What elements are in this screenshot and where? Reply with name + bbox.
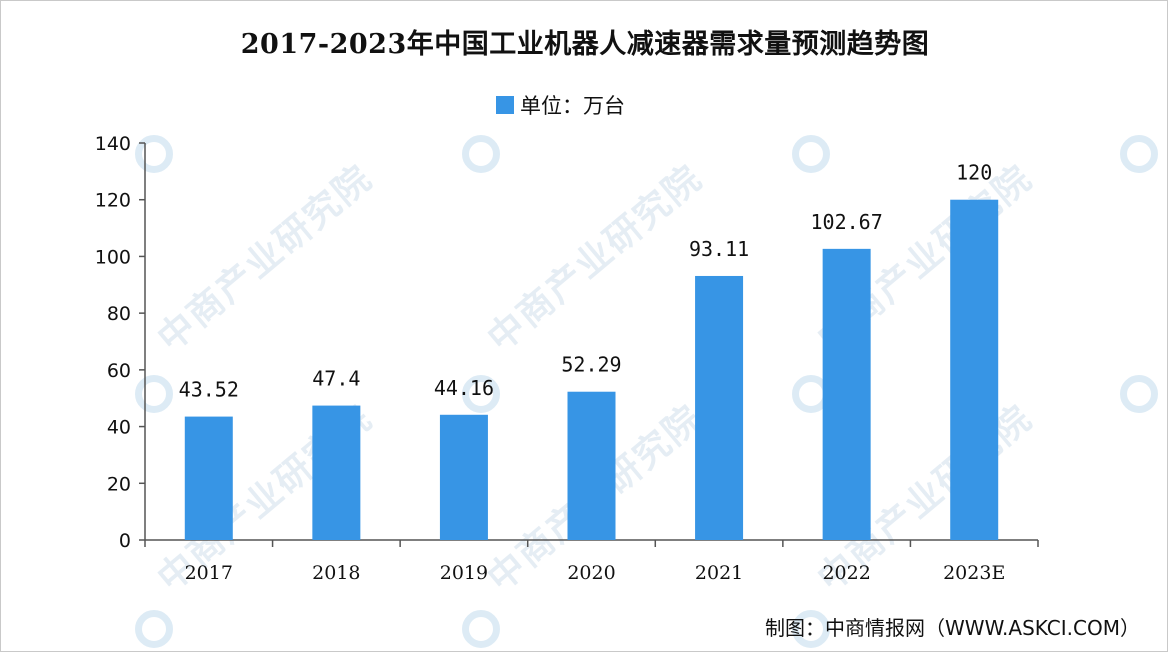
legend-swatch: [496, 96, 514, 114]
chart-title: 2017-2023年中国工业机器人减速器需求量预测趋势图: [240, 29, 930, 60]
bar: [695, 275, 744, 540]
y-tick-label: 40: [107, 417, 131, 439]
x-tick-label: 2022: [822, 562, 870, 584]
bar-value-label: 102.67: [811, 210, 883, 234]
bar-value-label: 47.4: [312, 367, 360, 391]
bar-value-label: 52.29: [561, 353, 621, 377]
y-tick-label: 100: [95, 246, 131, 268]
x-tick-label: 2021: [695, 562, 743, 584]
bar-value-label: 93.11: [689, 237, 749, 261]
legend: 单位：万台: [496, 94, 625, 118]
legend-label: 单位：万台: [520, 94, 625, 118]
y-tick-label: 140: [95, 133, 131, 155]
bar: [567, 391, 616, 540]
bar-value-label: 43.52: [179, 378, 239, 402]
x-tick-label: 2018: [312, 562, 360, 584]
x-tick-label: 2020: [567, 562, 615, 584]
x-tick-label: 2019: [440, 562, 488, 584]
bar: [822, 248, 871, 540]
y-tick-label: 20: [107, 473, 131, 495]
bar-value-label: 120: [956, 161, 992, 185]
x-tick-label: 2017: [185, 562, 233, 584]
y-tick-label: 60: [107, 360, 131, 382]
y-tick-label: 120: [95, 190, 131, 212]
bar-value-label: 44.16: [434, 376, 494, 400]
x-tick-label: 2023E: [943, 562, 1005, 584]
bar: [439, 414, 488, 540]
y-tick-label: 80: [107, 303, 131, 325]
bar: [184, 416, 233, 540]
bar: [950, 199, 999, 540]
y-tick-label: 0: [119, 530, 131, 552]
source-credit: 制图：中商情报网（WWW.ASKCI.COM）: [765, 616, 1140, 640]
bar: [312, 405, 361, 540]
